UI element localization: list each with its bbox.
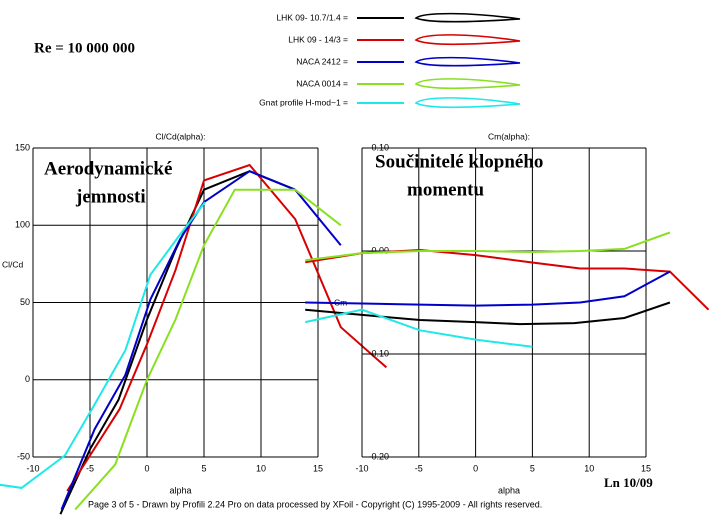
series-line bbox=[305, 270, 671, 307]
y-tick-label: 0.00 bbox=[371, 245, 389, 255]
y-tick-label: 0.10 bbox=[371, 142, 389, 152]
series-line bbox=[66, 163, 388, 492]
x-tick-label: 10 bbox=[256, 463, 266, 473]
annotation: Aerodynamické bbox=[44, 158, 172, 179]
airfoil-icon bbox=[414, 56, 521, 67]
x-tick-label: 10 bbox=[584, 463, 594, 473]
series-line bbox=[74, 188, 342, 511]
y-tick-label: 50 bbox=[20, 297, 30, 307]
x-tick-label: -10 bbox=[355, 463, 368, 473]
series-line bbox=[0, 201, 206, 489]
series-line bbox=[304, 308, 533, 348]
version: Ln 10/09 bbox=[604, 475, 653, 490]
y-tick-label: -0.20 bbox=[368, 451, 389, 461]
annotation: jemnosti bbox=[75, 186, 146, 207]
reynolds: Re = 10 000 000 bbox=[34, 40, 135, 56]
y-tick-label: 150 bbox=[15, 142, 30, 152]
legend-label: NACA 0014 = bbox=[296, 78, 348, 88]
x-tick-label: 5 bbox=[530, 463, 535, 473]
x-tick-label: -10 bbox=[26, 463, 39, 473]
airfoil-icon bbox=[414, 34, 521, 46]
x-axis-label: alpha bbox=[169, 485, 191, 495]
x-tick-label: -5 bbox=[415, 463, 423, 473]
y-tick-label: 100 bbox=[15, 220, 30, 230]
x-tick-label: 5 bbox=[201, 463, 206, 473]
footer: Page 3 of 5 - Drawn by Profili 2.24 Pro … bbox=[88, 499, 542, 509]
series-line bbox=[59, 170, 296, 515]
x-tick-label: 15 bbox=[641, 463, 651, 473]
y-tick-label: -50 bbox=[17, 451, 30, 461]
airfoil-icon bbox=[414, 12, 521, 23]
annotation: momentu bbox=[407, 179, 484, 200]
y-tick-label: -0.10 bbox=[368, 348, 389, 358]
x-tick-label: 15 bbox=[313, 463, 323, 473]
airfoil-icon bbox=[414, 78, 521, 90]
chart-title: Cm(alpha): bbox=[488, 131, 530, 141]
legend-label: LHK 09 - 14/3 = bbox=[288, 34, 348, 44]
legend-label: Gnat profile H-mod~1 = bbox=[259, 97, 348, 107]
chart-title: Cl/Cd(alpha): bbox=[155, 131, 205, 141]
y-tick-label: 0 bbox=[25, 374, 30, 384]
airfoil-icon bbox=[414, 97, 521, 109]
legend-label: NACA 2412 = bbox=[296, 56, 348, 66]
annotation: Součinitelé klopného bbox=[375, 151, 543, 172]
x-tick-label: -5 bbox=[86, 463, 94, 473]
series-line bbox=[305, 248, 709, 311]
series-line bbox=[305, 231, 671, 262]
series-line bbox=[60, 170, 342, 510]
series-line bbox=[305, 301, 671, 326]
x-axis-label: alpha bbox=[498, 485, 520, 495]
legend-label: LHK 09- 10.7/1.4 = bbox=[276, 12, 348, 22]
x-tick-label: 0 bbox=[473, 463, 478, 473]
x-tick-label: 0 bbox=[144, 463, 149, 473]
y-axis-label: Cl/Cd bbox=[2, 259, 24, 269]
